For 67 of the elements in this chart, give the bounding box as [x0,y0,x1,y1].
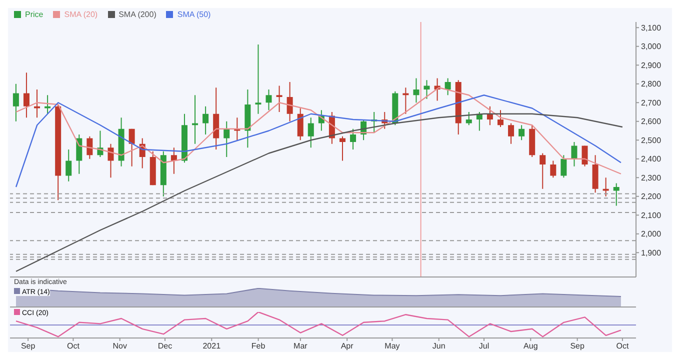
candlestick [497,110,504,128]
candlestick [308,117,314,148]
legend-label: SMA (20) [64,10,98,19]
candlestick [44,94,51,114]
legend-label: SMA (50) [177,10,211,19]
candlestick [518,124,525,141]
x-tick-label: May [384,342,400,351]
x-tick-label: Oct [616,342,630,351]
x-tick-label: Apr [340,342,354,351]
x-tick-label: Jun [432,342,446,351]
candlestick [34,89,40,118]
candlestick [560,154,567,178]
y-tick-label: 2,200 [641,192,662,202]
candlestick [466,112,472,126]
candlestick [66,149,72,182]
y-tick-label: 3,100 [641,23,662,32]
x-tick-label: Oct [66,342,80,351]
x-tick-label: 2021 [202,342,222,351]
y-tick-label: 2,100 [641,210,662,220]
line-series [15,87,622,174]
line-series [15,94,622,188]
candlestick [297,108,304,141]
candlestick [170,147,177,174]
legend-label: Price [25,10,44,19]
candlestick [550,160,556,178]
x-tick-label: Dec [158,342,172,351]
candlestick [255,44,262,114]
y-tick-label: 2,900 [641,60,662,70]
legend-label: SMA (200) [118,10,156,19]
candlestick [413,78,420,104]
y-tick-label: 2,400 [641,154,662,164]
candlestick [276,85,282,112]
candlestick [202,106,209,135]
candlestick [76,134,82,174]
candlestick [339,136,346,162]
candlestick [508,122,514,144]
x-tick-label: Sep [570,342,585,351]
x-tick-label: Aug [524,342,538,351]
y-tick-label: 2,500 [641,136,662,145]
candlestick [224,120,230,158]
candlestick [540,152,546,190]
candlestick [350,128,356,150]
y-tick-label: 1,900 [641,248,662,258]
candlestick [266,89,272,111]
y-tick-label: 3,000 [641,42,662,52]
y-tick-label: 2,600 [641,117,662,126]
candlestick [444,78,451,96]
y-tick-label: 2,700 [641,98,662,108]
line-series [15,113,624,272]
x-tick-label: Feb [251,342,266,351]
x-tick-label: Nov [112,342,127,351]
candlestick [286,82,293,122]
y-tick-label: 2,800 [641,80,662,89]
candlestick [86,136,93,160]
candlestick [571,142,578,167]
candlestick [128,128,135,167]
y-tick-label: 2,300 [641,173,662,182]
x-tick-label: Mar [294,342,308,351]
x-tick-label: Jul [478,342,490,351]
candlestick [613,182,620,206]
candlestick [424,80,430,100]
x-tick-label: Sep [20,342,36,351]
candlestick [12,83,19,122]
y-tick-label: 2,000 [641,230,662,239]
candlestick [108,143,114,178]
candlestick [602,177,609,197]
candlestick [23,72,30,118]
